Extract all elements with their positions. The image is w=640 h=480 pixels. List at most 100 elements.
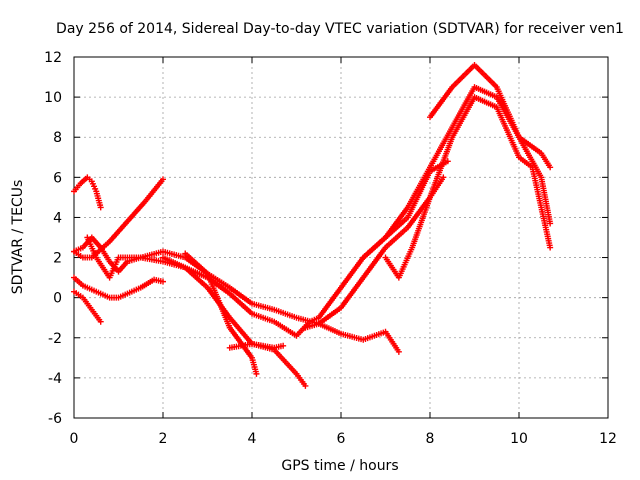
chart-title: Day 256 of 2014, Sidereal Day-to-day VTE… (56, 21, 624, 37)
data-point-segment (139, 277, 156, 290)
data-point-segment (517, 135, 543, 155)
y-tick-label: 4 (53, 210, 62, 226)
data-point (547, 164, 554, 171)
data-point-segment (361, 246, 388, 279)
data-points (71, 62, 554, 389)
data-point-segment (428, 85, 454, 119)
data-point-segment (538, 206, 553, 249)
x-tick-label: 6 (337, 431, 346, 447)
data-point-segment (339, 256, 365, 289)
data-point-segment (450, 96, 477, 139)
data-point (444, 158, 451, 165)
data-point-segment (409, 196, 433, 249)
y-tick-label: 2 (53, 251, 62, 267)
data-point-segment (538, 176, 553, 225)
plot-frame (73, 56, 609, 419)
data-point-segment (72, 182, 83, 193)
data-point-segment (90, 308, 103, 323)
data-point-segment (117, 291, 129, 300)
data-point-segment (205, 272, 232, 329)
data-point-segment (89, 180, 99, 192)
data-point (547, 220, 554, 227)
data-point-segment (273, 320, 298, 338)
data-point-segment (473, 95, 498, 110)
series-arc-e (71, 288, 104, 325)
data-point-segment (82, 254, 93, 261)
x-tick-label: 4 (248, 431, 257, 447)
data-point-segment (108, 294, 120, 301)
data-point-segment (85, 236, 99, 259)
x-tick-label: 8 (426, 431, 435, 447)
data-point-segment (529, 166, 544, 209)
series-arc-l (382, 174, 447, 281)
data-point-segment (473, 63, 499, 89)
data-point-segment (162, 255, 187, 270)
data-point-segment (317, 306, 343, 326)
data-point-segment (309, 315, 320, 324)
data-point-segment (125, 200, 147, 223)
data-point-segment (143, 178, 165, 203)
data-point (440, 174, 447, 181)
data-point (160, 176, 166, 183)
y-tick-label: 10 (44, 90, 62, 106)
data-point-segment (153, 277, 164, 285)
y-tick-label: 12 (44, 50, 62, 66)
data-point-segment (362, 329, 387, 342)
data-point (97, 204, 104, 211)
data-point-segment (108, 220, 129, 243)
data-point-segment (79, 175, 89, 185)
y-tick-label: -6 (48, 411, 62, 427)
data-point-segment (272, 348, 298, 376)
data-point-segment (273, 343, 284, 351)
data-point (547, 244, 554, 251)
data-point-segment (116, 260, 129, 273)
data-point (280, 342, 287, 349)
y-tick-label: -4 (48, 371, 62, 387)
data-point-segment (228, 292, 254, 316)
data-point-segment (126, 285, 142, 296)
data-point-segment (494, 86, 522, 139)
series-arc-d (71, 274, 166, 301)
data-point (97, 318, 104, 325)
x-axis-label: GPS time / hours (281, 458, 398, 474)
data-point (395, 348, 402, 355)
data-point-segment (383, 330, 401, 353)
data-point-segment (72, 276, 85, 288)
data-point-segment (428, 126, 455, 169)
data-point-segment (95, 289, 111, 300)
y-tick-label: 8 (53, 130, 62, 146)
data-point-segment (228, 316, 254, 346)
data-point-segment (294, 372, 307, 387)
data-point (302, 382, 309, 389)
data-point-segment (81, 296, 94, 311)
data-point-segment (183, 252, 209, 276)
data-point-segment (361, 236, 387, 260)
series-arc-a (71, 174, 104, 211)
data-point-segment (539, 152, 552, 169)
x-tick-label: 12 (599, 431, 617, 447)
data-point-segment (317, 286, 343, 319)
data-point-segment (251, 311, 276, 324)
data-point-segment (273, 307, 298, 320)
x-tick-label: 10 (510, 431, 528, 447)
data-point-segment (517, 155, 534, 169)
data-point-segment (405, 170, 433, 219)
data-point-segment (450, 86, 477, 129)
data-point-segment (384, 226, 410, 249)
data-point-segment (183, 266, 209, 290)
data-point-segment (339, 276, 365, 309)
x-tick-label: 0 (70, 431, 79, 447)
data-point-segment (107, 256, 121, 279)
series-arc-m (427, 62, 554, 171)
data-point-segment (98, 246, 112, 263)
series-arc-i (226, 340, 287, 351)
x-axis-ticks: 0 2 4 6 8 10 12 (70, 57, 617, 447)
y-tick-label: -2 (48, 331, 62, 347)
data-point (253, 370, 260, 377)
data-point-segment (473, 84, 498, 100)
data-point-segment (73, 245, 84, 254)
data-point-segment (428, 159, 449, 174)
x-tick-label: 2 (159, 431, 168, 447)
